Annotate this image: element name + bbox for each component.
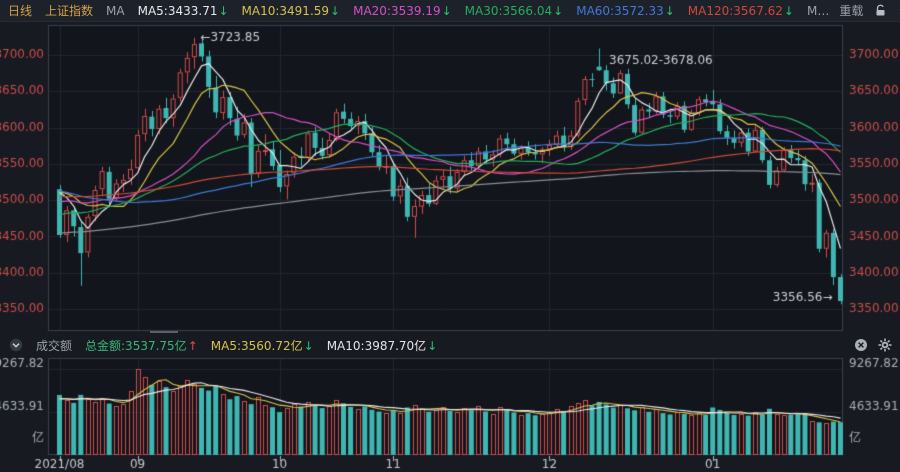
toolbar-ma-item: MA60:3572.33↓ (576, 3, 675, 18)
toolbar-ma-item: MA20:3539.19↓ (353, 3, 452, 18)
price-volume-chart-canvas[interactable] (0, 22, 900, 472)
reload-button[interactable]: 重载 (839, 4, 864, 18)
up-arrow-icon: ↑ (187, 338, 198, 353)
volume-settings-gear-icon[interactable] (877, 338, 892, 353)
down-arrow-icon: ↓ (553, 3, 564, 18)
toolbar-ma-item: MA120:3567.62↓ (687, 3, 794, 18)
tab-period-daily[interactable]: 日线 (8, 4, 33, 18)
down-arrow-icon: ↓ (303, 338, 314, 353)
down-arrow-icon: ↓ (330, 3, 341, 18)
toolbar-ma-item: MA5:3433.71↓ (137, 3, 229, 18)
chart-toolbar: 日线 上证指数 MA MA5:3433.71↓ MA10:3491.59↓ MA20… (0, 0, 900, 22)
toolbar-ma-item: MA30:3566.04↓ (464, 3, 564, 18)
toolbar-ma-item: MA10:3491.59↓ (241, 3, 341, 18)
volume-panel-header: 成交额 总金额:3537.75亿↑ MA5:3560.72亿↓ MA10:398… (0, 333, 900, 357)
truncated-ma-label: M… (806, 3, 830, 18)
symbol-name[interactable]: 上证指数 (45, 4, 94, 18)
volume-ma10-readout: MA10:3987.70亿↓ (326, 338, 438, 353)
down-arrow-icon: ↓ (441, 3, 452, 18)
ma-indicator-label: MA (106, 3, 125, 18)
toolbar-right-group: M… 重载 (807, 2, 900, 19)
volume-total-readout: 总金额:3537.75亿↑ (85, 338, 198, 353)
down-arrow-icon: ↓ (427, 338, 438, 353)
volume-header-right-group (853, 338, 892, 353)
lock-icon[interactable] (873, 3, 888, 18)
volume-ma5-readout: MA5:3560.72亿↓ (210, 338, 314, 353)
toolbar-ma-values: MA5:3433.71↓ MA10:3491.59↓ MA20:3539.19↓ MA… (138, 4, 794, 18)
down-arrow-icon: ↓ (783, 3, 794, 18)
down-arrow-icon: ↓ (218, 3, 229, 18)
panel-resize-handle[interactable] (150, 331, 178, 333)
volume-panel-title[interactable]: 成交额 (36, 338, 73, 353)
close-panel-icon[interactable] (853, 338, 868, 353)
collapse-panel-icon[interactable] (8, 338, 23, 353)
down-arrow-icon: ↓ (664, 3, 675, 18)
